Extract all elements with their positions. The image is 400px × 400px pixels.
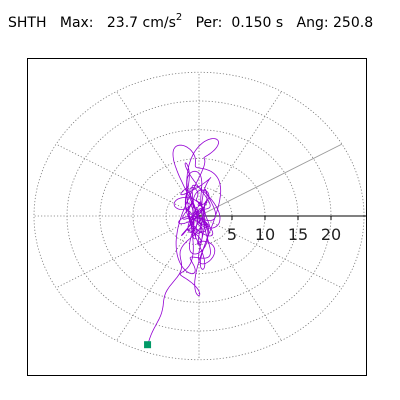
grid-spoke-150 — [55, 143, 200, 217]
grid-spoke-300 — [198, 215, 282, 341]
max-unit: cm/s — [142, 15, 176, 31]
max-label: Max: — [59, 15, 94, 31]
ang-value: 250.8 — [333, 15, 374, 31]
ang-label: Ang: — [296, 15, 329, 31]
max-unit-exponent: 2 — [175, 12, 183, 23]
grid-spoke-330 — [198, 215, 343, 289]
plot-frame — [27, 58, 367, 376]
plot-header: SHTH Max: 23.7 cm/s2 Per: 0.150 s Ang: 2… — [8, 12, 373, 34]
tick-label-5: 5 — [227, 225, 237, 244]
per-label: Per: — [195, 15, 223, 31]
grid-spoke-240 — [116, 215, 200, 341]
hodogram-trace — [147, 138, 222, 345]
max-value: 23.7 — [106, 15, 139, 31]
grid-spoke-30 — [198, 143, 343, 217]
station-code: SHTH — [8, 15, 47, 31]
tick-label-10: 10 — [255, 225, 275, 244]
grid-spoke-210 — [55, 215, 200, 289]
grid-spoke-60 — [198, 91, 282, 217]
tick-label-20: 20 — [321, 225, 341, 244]
tick-label-15: 15 — [288, 225, 308, 244]
grid-spoke-120 — [116, 91, 200, 217]
peak-marker — [144, 341, 152, 349]
trace-path — [147, 138, 222, 345]
per-value: 0.150 s — [231, 15, 284, 31]
radial-tick-labels: 5 10 15 20 — [227, 216, 341, 244]
end-marker — [144, 341, 152, 349]
